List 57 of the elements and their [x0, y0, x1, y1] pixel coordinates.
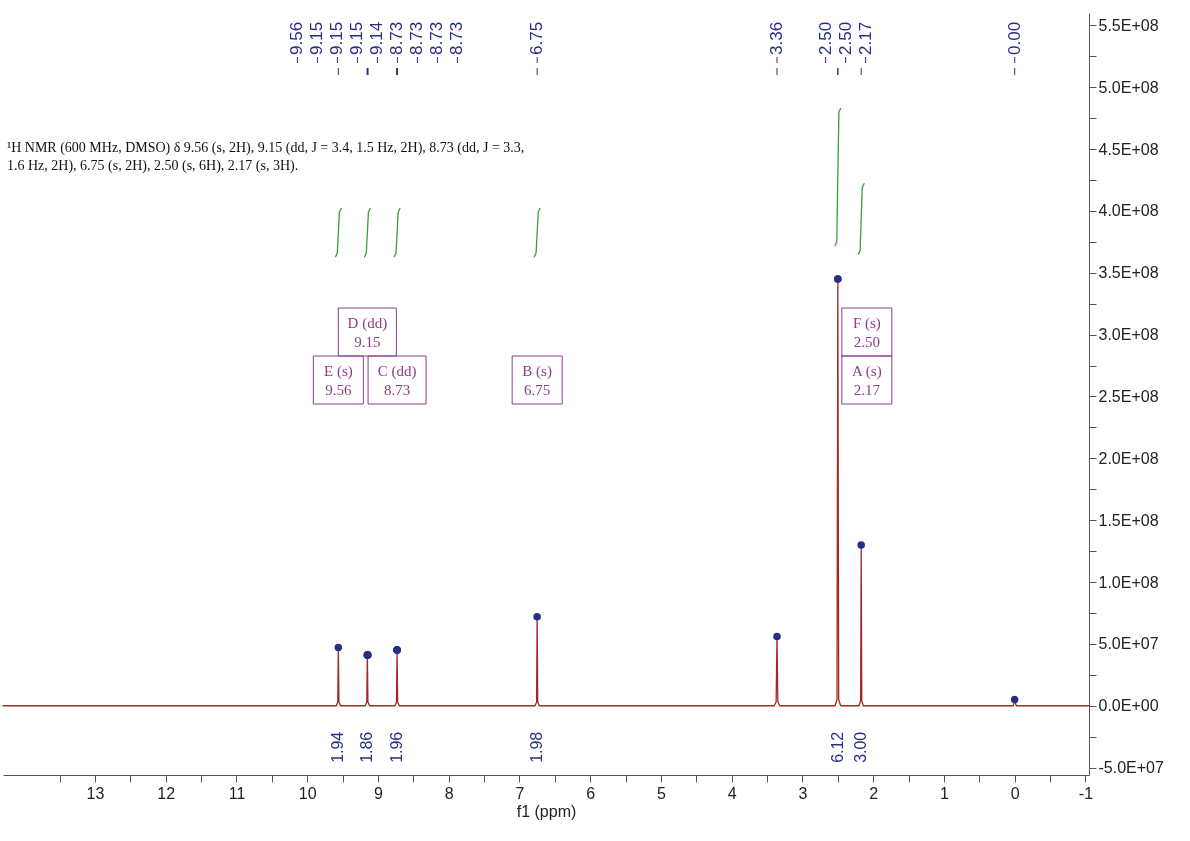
annotation: 9.15: [327, 21, 347, 55]
x-tick-label: 1: [940, 784, 950, 802]
x-tick-label: 10: [298, 784, 317, 802]
annotation: 3.00: [852, 731, 870, 763]
x-tick-label: 6: [586, 784, 596, 802]
annotation: F (s) 2.50: [852, 314, 881, 350]
annotation: C (dd) 8.73: [377, 362, 417, 398]
annotation: 9.14: [367, 21, 387, 55]
y-tick-label: 2.5E+08: [1098, 387, 1159, 405]
annotation: D (dd) 9.15: [347, 314, 388, 350]
x-tick-label: 13: [86, 784, 105, 802]
annotation: E (s) 9.56: [323, 362, 353, 398]
x-tick-label: 7: [515, 784, 525, 802]
x-tick-label: 12: [157, 784, 176, 802]
annotation: 3.36: [767, 21, 786, 55]
y-tick-label: 4.0E+08: [1098, 202, 1159, 220]
y-tick-label: 1.5E+08: [1098, 511, 1159, 529]
y-tick-label: 5.0E+08: [1098, 78, 1159, 96]
annotation: 1.86: [358, 731, 376, 763]
x-tick-label: 2: [869, 784, 879, 802]
annotation: 9.15: [307, 21, 327, 55]
annotation: 8.73: [407, 21, 427, 55]
y-tick-label: 1.0E+08: [1098, 573, 1159, 591]
annotation: 8.73: [427, 21, 447, 55]
annotation: 6.75: [527, 21, 547, 55]
x-tick-label: 9: [374, 784, 384, 802]
y-tick-label: 3.0E+08: [1098, 326, 1159, 344]
y-tick-label: 4.5E+08: [1098, 140, 1159, 158]
annotation: 0.00: [1004, 21, 1024, 55]
x-tick-label: 3: [798, 784, 808, 802]
annotation: 6.12: [828, 731, 846, 763]
y-tick-label: 5.5E+08: [1098, 16, 1159, 34]
annotation: ¹H NMR (600 MHz, DMSO) δ 9.56 (s, 2H), 9.15 (dd, J = 3.4, 1.5 Hz, 2H), 8.73 (dd, J = 3.3, 1.6 Hz, 2H), 6.75 (s, 2H), 2.50 (s, 6H), 2.17 (s, 3H).: [7, 140, 525, 174]
annotation: 9.15: [347, 21, 367, 55]
x-tick-label: 11: [228, 784, 246, 802]
annotation: 2.50: [835, 21, 855, 55]
y-tick-label: 0.0E+00: [1098, 697, 1159, 715]
annotation: 1.94: [329, 731, 347, 763]
annotation: 1.96: [388, 731, 406, 763]
y-tick-label: 3.5E+08: [1098, 264, 1159, 282]
annotation: 2.17: [855, 21, 875, 55]
y-tick-label: -5.0E+07: [1098, 759, 1164, 777]
annotation: A (s) 2.17: [852, 362, 882, 398]
x-tick-label: 8: [444, 784, 454, 802]
y-tick-label: 5.0E+07: [1098, 635, 1159, 653]
annotation: B (s) 6.75: [522, 362, 552, 398]
y-tick-label: 2.0E+08: [1098, 449, 1159, 467]
x-tick-label: 4: [727, 784, 737, 802]
x-tick-label: 0: [1010, 784, 1020, 802]
annotation: 2.50: [815, 21, 835, 55]
x-axis-title: f1 (ppm): [516, 802, 577, 820]
annotation: 1.98: [528, 731, 546, 763]
x-tick-label: 5: [657, 784, 667, 802]
x-tick-label: -1: [1078, 784, 1094, 802]
annotation: 9.56: [287, 21, 307, 55]
annotation: 8.73: [387, 21, 407, 55]
annotation: 8.73: [447, 21, 467, 55]
